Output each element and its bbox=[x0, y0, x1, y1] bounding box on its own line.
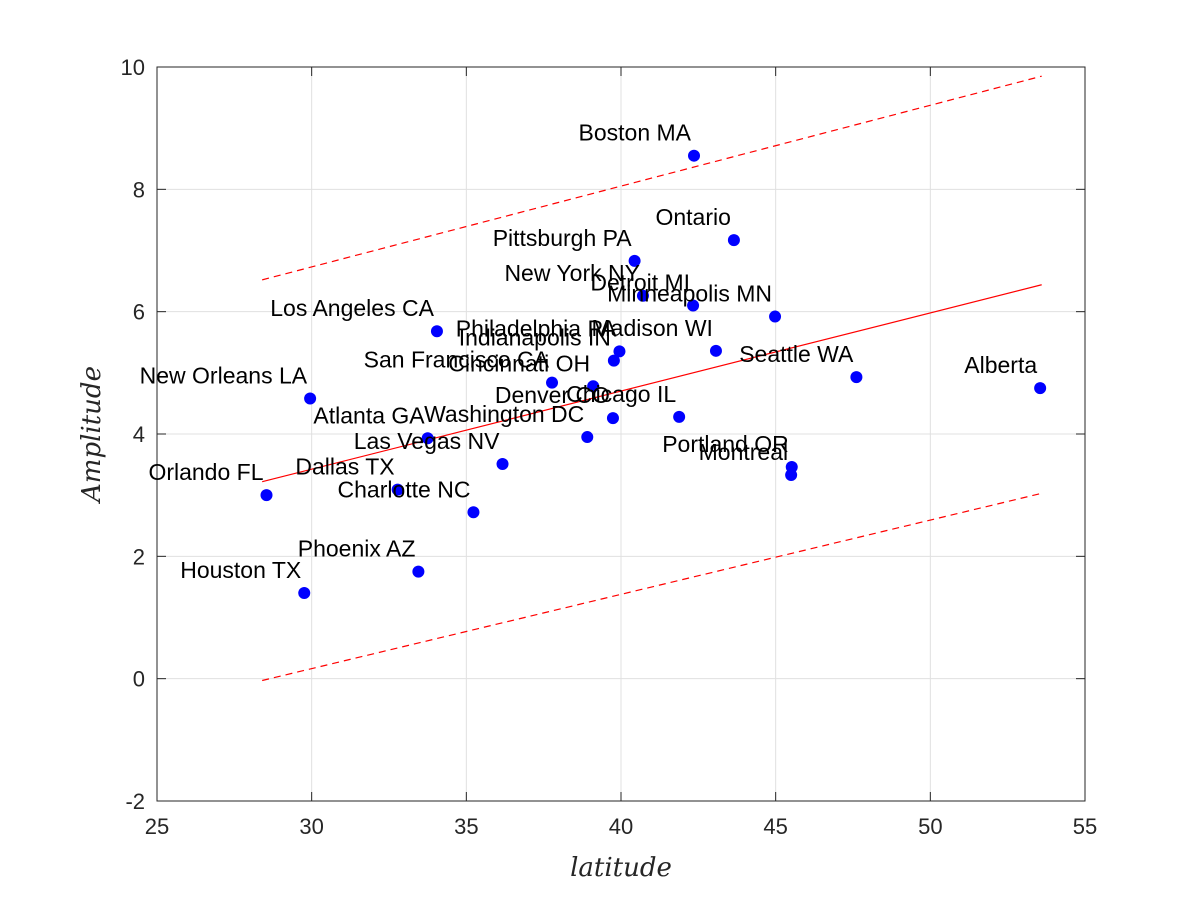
point-label: Detroit MI bbox=[590, 270, 690, 296]
point-label: Chicago IL bbox=[566, 381, 676, 407]
point-label: Ontario bbox=[655, 204, 730, 230]
point-label: Minneapolis MN bbox=[607, 281, 772, 307]
point-labels: Boston MA Ontario Pittsburgh PA New York NY… bbox=[140, 120, 1038, 583]
point-label: Orlando FL bbox=[148, 459, 263, 485]
data-point bbox=[850, 371, 863, 384]
point-label: Alberta bbox=[964, 352, 1037, 378]
data-point bbox=[636, 289, 649, 302]
x-tick-label: 30 bbox=[299, 814, 323, 839]
point-label: Madison WI bbox=[592, 315, 713, 341]
x-tick-label: 55 bbox=[1073, 814, 1097, 839]
data-point bbox=[785, 468, 798, 481]
data-point bbox=[1034, 382, 1047, 395]
data-point bbox=[496, 457, 509, 470]
point-label: Boston MA bbox=[579, 120, 692, 146]
data-point bbox=[391, 483, 404, 496]
point-label: Las Vegas NV bbox=[354, 428, 500, 454]
point-label: Atlanta GA bbox=[313, 402, 425, 428]
data-point bbox=[606, 412, 619, 425]
x-tick-label: 35 bbox=[454, 814, 478, 839]
point-label: Pittsburgh PA bbox=[493, 225, 633, 251]
point-label: Phoenix AZ bbox=[298, 536, 416, 562]
point-label: Cincinnati OH bbox=[448, 350, 590, 376]
data-point bbox=[304, 392, 317, 405]
data-point bbox=[607, 354, 620, 367]
point-label: Los Angeles CA bbox=[270, 295, 434, 321]
data-point bbox=[687, 299, 700, 312]
data-point bbox=[581, 431, 594, 444]
point-label: Charlotte NC bbox=[338, 476, 471, 502]
point-label: Denver CO bbox=[495, 382, 610, 408]
point-label: San Francisco CA bbox=[364, 347, 550, 373]
point-label: Portland OR bbox=[662, 431, 789, 457]
data-point bbox=[430, 325, 443, 338]
data-point bbox=[769, 310, 782, 323]
grid bbox=[156, 66, 1086, 802]
x-tick-label: 40 bbox=[609, 814, 633, 839]
axis-ticks: 25 30 35 40 45 50 55 -2 0 2 4 6 8 10 bbox=[121, 55, 1098, 839]
point-label: New York NY bbox=[504, 260, 640, 286]
data-point bbox=[613, 345, 626, 358]
point-label: New Orleans LA bbox=[140, 363, 308, 389]
fit-lines bbox=[262, 75, 1042, 682]
point-label: Houston TX bbox=[180, 557, 301, 583]
data-point bbox=[688, 149, 701, 162]
point-label: Dallas TX bbox=[295, 454, 394, 480]
x-tick-label: 45 bbox=[763, 814, 787, 839]
point-label: Philadelphia PA bbox=[456, 315, 617, 341]
data-point bbox=[421, 432, 434, 445]
point-label: Washington DC bbox=[424, 401, 584, 427]
x-axis-label: latitude bbox=[570, 853, 672, 883]
x-tick-label: 25 bbox=[145, 814, 169, 839]
y-tick-label: 8 bbox=[133, 177, 145, 202]
data-point bbox=[727, 234, 740, 247]
lower-bound-line bbox=[262, 492, 1042, 682]
data-point bbox=[709, 344, 722, 357]
point-label: Indianapolis IN bbox=[459, 325, 611, 351]
fit-line bbox=[262, 284, 1042, 483]
data-point bbox=[587, 380, 600, 393]
y-tick-label: -2 bbox=[125, 789, 145, 814]
data-point bbox=[673, 410, 686, 423]
y-tick-label: 6 bbox=[133, 300, 145, 325]
data-points bbox=[260, 149, 1047, 600]
point-label: Seattle WA bbox=[739, 341, 854, 367]
x-tick-label: 50 bbox=[918, 814, 942, 839]
y-tick-label: 0 bbox=[133, 667, 145, 692]
data-point bbox=[260, 489, 273, 502]
y-tick-label: 4 bbox=[133, 422, 145, 447]
y-tick-label: 2 bbox=[133, 544, 145, 569]
point-label: Montreal bbox=[699, 439, 788, 465]
data-point bbox=[546, 376, 559, 389]
data-point bbox=[467, 506, 480, 519]
y-tick-label: 10 bbox=[121, 55, 145, 80]
upper-bound-line bbox=[262, 75, 1042, 281]
data-point bbox=[628, 254, 641, 267]
data-point bbox=[412, 565, 425, 578]
data-point bbox=[298, 587, 311, 600]
y-axis-label: Amplitude bbox=[77, 366, 107, 504]
